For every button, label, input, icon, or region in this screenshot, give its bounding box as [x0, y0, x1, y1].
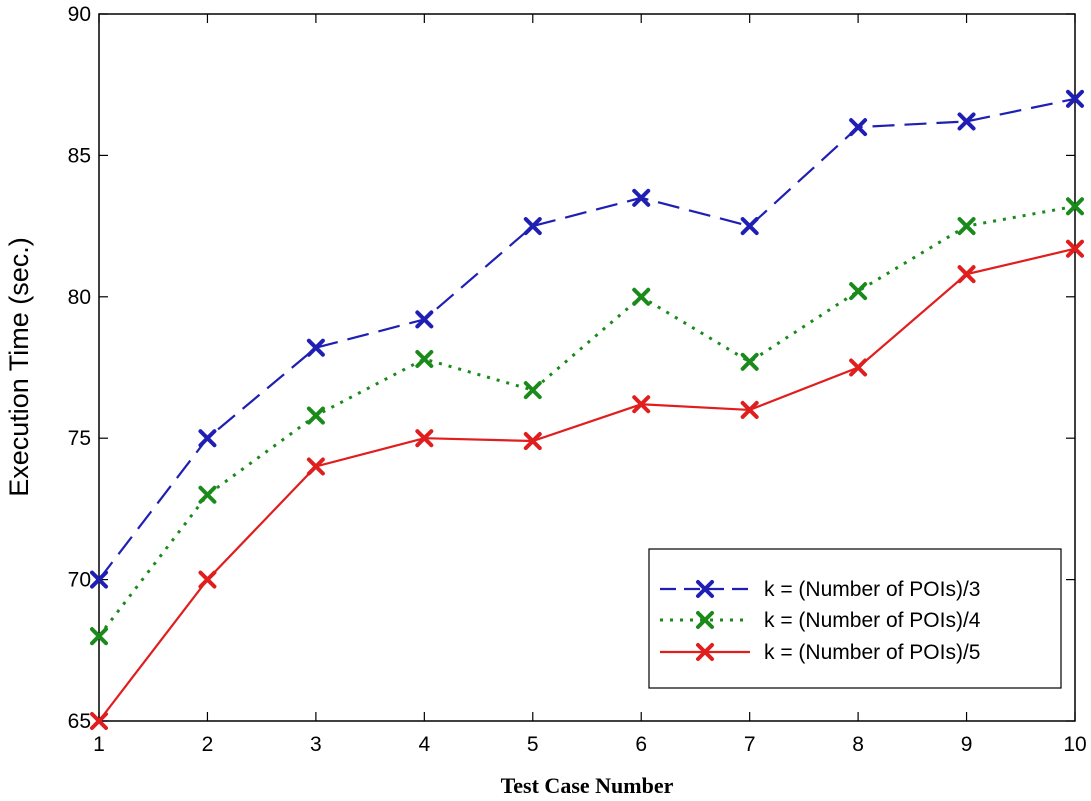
legend-label: k = (Number of POIs)/3 — [764, 578, 980, 601]
y-tick-label: 75 — [68, 427, 91, 450]
x-tick-label: 8 — [852, 733, 864, 756]
data-point-marker — [90, 712, 108, 730]
y-axis-label: Execution Time (sec.) — [4, 237, 34, 497]
data-point-marker — [523, 217, 542, 236]
data-point-marker — [696, 580, 714, 598]
data-point-marker — [957, 112, 976, 131]
data-point-marker — [306, 406, 325, 425]
data-point-marker — [415, 429, 434, 448]
data-point-marker — [849, 358, 868, 377]
data-point-marker — [849, 282, 868, 301]
x-tick-label: 5 — [527, 733, 539, 756]
data-point-marker — [306, 457, 325, 476]
data-point-marker — [632, 395, 651, 414]
data-point-marker — [198, 429, 217, 448]
data-point-marker — [198, 485, 217, 504]
data-point-marker — [696, 611, 714, 629]
data-point-marker — [740, 352, 759, 371]
data-point-marker — [523, 432, 542, 451]
data-point-marker — [1066, 89, 1084, 108]
series-line — [98, 247, 1076, 722]
data-point-marker — [957, 217, 976, 236]
data-point-marker — [523, 381, 542, 400]
legend: k = (Number of POIs)/3 k = (Number of POI… — [648, 548, 1062, 689]
x-axis-label: Test Case Number — [501, 773, 674, 798]
data-point-marker — [415, 310, 434, 329]
series-1 — [90, 89, 1084, 589]
data-point-marker — [90, 570, 108, 589]
series-line — [98, 97, 1076, 581]
data-point-marker — [1066, 239, 1084, 258]
x-tick-label: 10 — [1063, 733, 1086, 756]
data-point-marker — [415, 350, 434, 369]
x-tick-label: 7 — [744, 733, 756, 756]
legend-label: k = (Number of POIs)/4 — [764, 609, 981, 632]
x-tick-label: 1 — [93, 733, 105, 756]
data-point-marker — [740, 217, 759, 236]
y-tick-label: 70 — [68, 569, 91, 592]
y-tick-label: 65 — [68, 710, 91, 733]
x-tick-label: 9 — [961, 733, 973, 756]
legend-box — [648, 548, 1062, 689]
legend-label: k = (Number of POIs)/5 — [764, 641, 980, 664]
legend-entry: k = (Number of POIs)/4 — [660, 609, 981, 632]
data-point-marker — [849, 118, 868, 137]
x-tick-label: 4 — [418, 733, 430, 756]
plot-frame — [98, 13, 1076, 722]
x-tick-label: 2 — [202, 733, 214, 756]
legend-entry: k = (Number of POIs)/5 — [660, 641, 980, 664]
data-point-marker — [632, 287, 651, 306]
series-2 — [90, 197, 1084, 646]
axis-ticks: 65 70 75 80 85 90 1 2 3 4 5 6 7 8 9 10 — [68, 3, 1087, 756]
data-point-marker — [740, 400, 759, 419]
data-point-marker — [696, 643, 714, 661]
series-group — [90, 89, 1084, 730]
y-tick-label: 85 — [68, 144, 91, 167]
data-point-marker — [198, 570, 217, 589]
data-point-marker — [1066, 197, 1084, 216]
data-point-marker — [90, 627, 108, 646]
x-tick-label: 6 — [635, 733, 647, 756]
series-3 — [90, 239, 1084, 730]
data-point-marker — [632, 188, 651, 207]
y-tick-label: 90 — [68, 3, 91, 26]
data-point-marker — [306, 338, 325, 357]
data-point-marker — [957, 265, 976, 284]
legend-entry: k = (Number of POIs)/3 — [660, 578, 980, 601]
x-tick-label: 3 — [310, 733, 322, 756]
y-tick-label: 80 — [68, 286, 91, 309]
